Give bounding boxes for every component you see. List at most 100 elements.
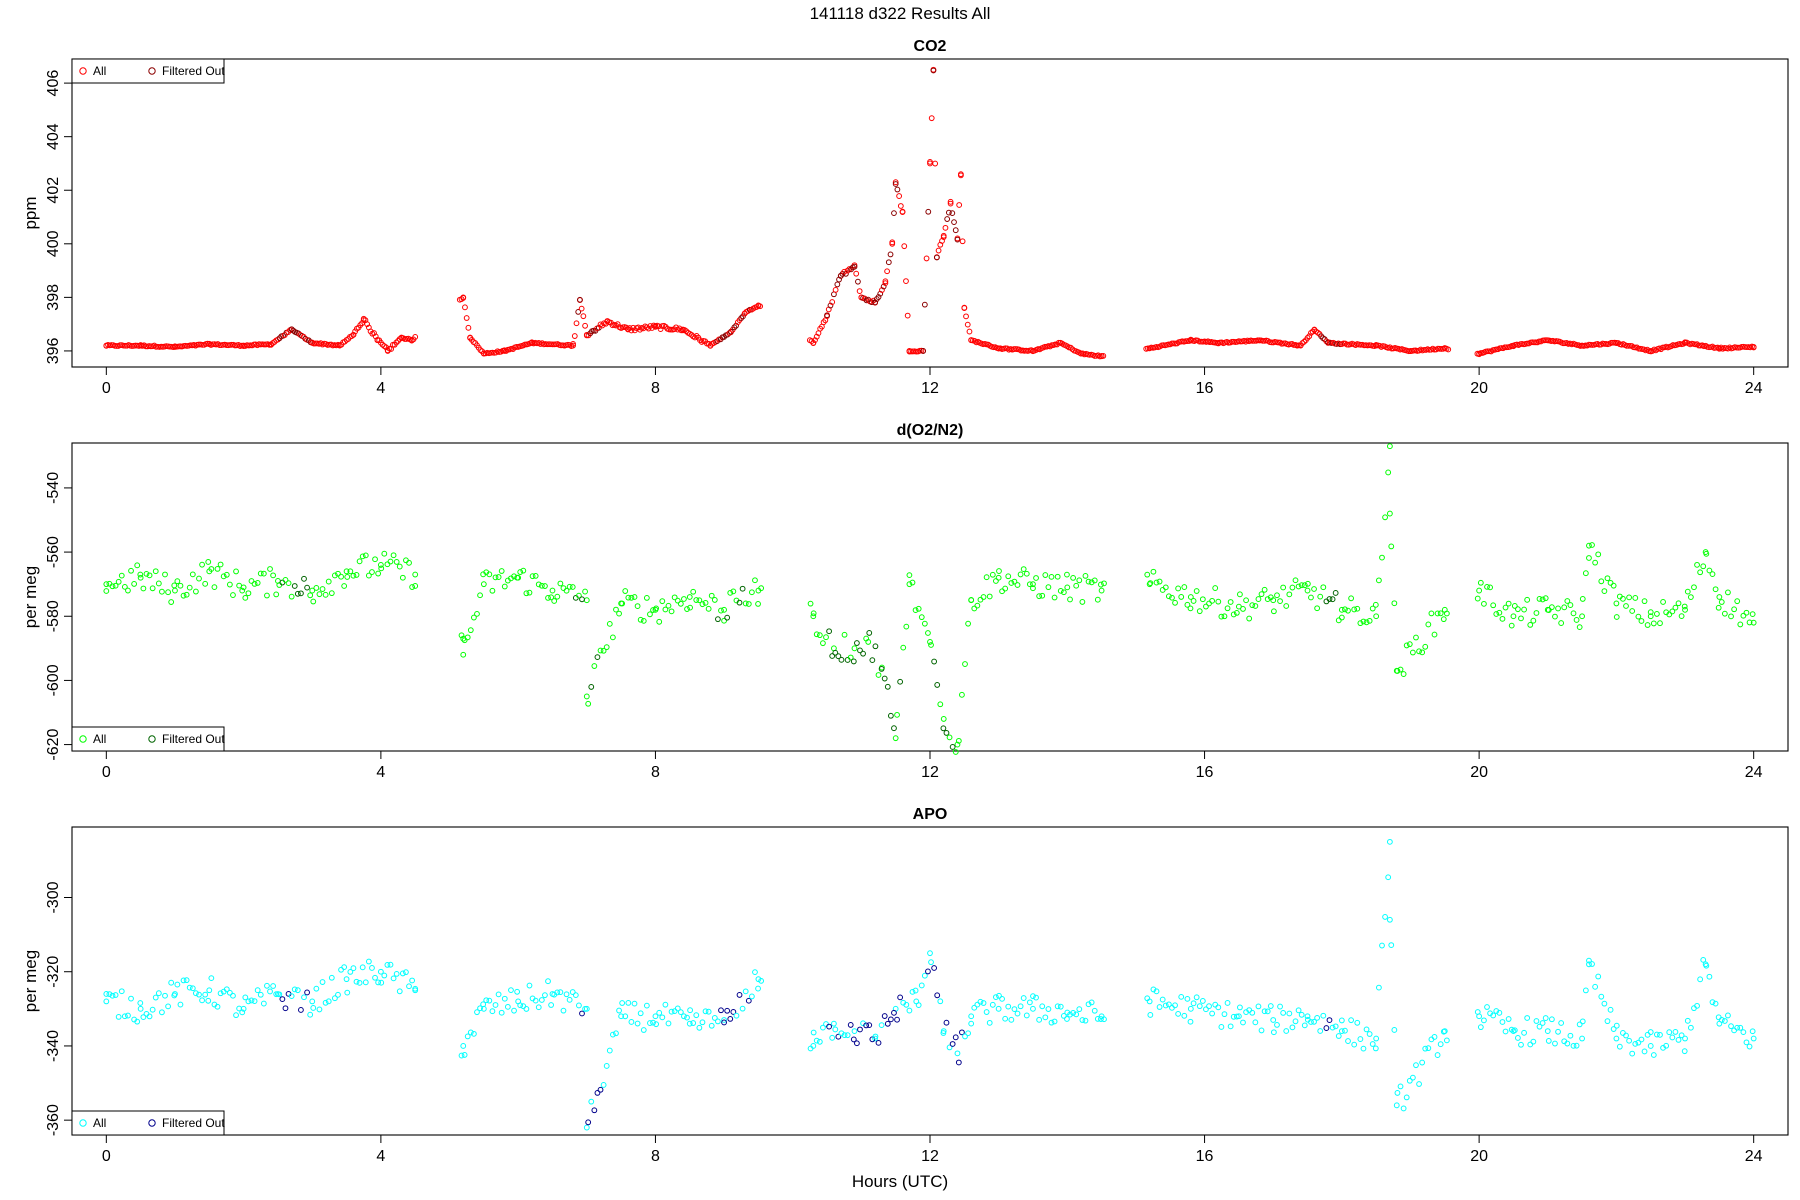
data-point — [572, 992, 579, 999]
data-point — [463, 315, 470, 321]
data-point — [885, 259, 892, 266]
data-point — [832, 649, 839, 656]
x-tick-label: 8 — [651, 1148, 660, 1165]
data-point — [931, 965, 938, 971]
data-point — [955, 737, 962, 744]
data-point — [1393, 1102, 1400, 1109]
data-point — [199, 997, 205, 1004]
data-point — [467, 1029, 474, 1036]
data-point — [1521, 606, 1527, 613]
data-point — [687, 604, 694, 611]
data-point — [1623, 603, 1629, 609]
data-point — [835, 1033, 842, 1040]
data-point — [350, 965, 357, 972]
x-tick-label: 20 — [1470, 380, 1488, 397]
data-point — [1070, 1010, 1077, 1016]
data-point — [1144, 571, 1151, 578]
data-point — [1233, 610, 1240, 616]
data-point — [316, 591, 323, 598]
data-point — [736, 599, 743, 606]
data-point — [891, 210, 897, 217]
data-point — [971, 1004, 978, 1011]
data-point — [1694, 561, 1700, 568]
data-point — [1653, 1031, 1660, 1038]
data-point — [1372, 1045, 1379, 1052]
data-point — [1416, 648, 1422, 655]
data-point — [1623, 1032, 1629, 1039]
data-point — [569, 989, 576, 995]
data-point — [1678, 1032, 1685, 1039]
data-point — [1607, 1006, 1614, 1013]
data-point — [1002, 1015, 1009, 1022]
data-point — [1311, 586, 1317, 592]
panel-3: APO per meg 0 4 8 12 16 20 24 -300 -320 -340 -360 All… — [21, 806, 1789, 1165]
data-point — [208, 566, 215, 572]
data-point — [1150, 568, 1157, 575]
data-point — [600, 1082, 607, 1088]
data-point — [177, 582, 184, 589]
data-point — [313, 585, 320, 591]
data-point — [288, 993, 295, 999]
x-tick-label: 12 — [921, 764, 939, 781]
data-point — [1499, 1019, 1506, 1025]
data-point — [1629, 1050, 1636, 1057]
data-point — [823, 634, 829, 641]
data-point — [322, 999, 329, 1006]
data-point — [378, 979, 385, 986]
data-point — [921, 620, 928, 627]
data-point — [230, 592, 236, 598]
data-point — [577, 296, 583, 303]
data-point — [162, 571, 168, 578]
data-point — [892, 181, 899, 187]
data-point — [1669, 1034, 1676, 1041]
data-point — [918, 614, 925, 621]
data-point — [816, 1038, 823, 1045]
data-point — [1484, 348, 1491, 355]
data-point — [881, 675, 888, 682]
data-point — [301, 994, 307, 1001]
data-point — [1193, 588, 1200, 594]
data-point — [1304, 580, 1311, 587]
data-point — [1385, 469, 1392, 476]
data-point — [1026, 999, 1033, 1006]
data-point — [652, 1013, 659, 1020]
data-point — [1728, 613, 1734, 620]
data-point — [1342, 606, 1348, 613]
data-point — [1100, 353, 1107, 359]
data-point — [1477, 350, 1484, 356]
data-point — [1620, 595, 1626, 602]
data-point — [1351, 606, 1358, 613]
data-point — [891, 725, 897, 732]
data-point — [1694, 1002, 1700, 1009]
y-tick-label: -540 — [45, 472, 62, 504]
data-point — [112, 582, 119, 589]
data-point — [1607, 579, 1614, 586]
data-point — [1275, 339, 1282, 346]
data-point — [662, 606, 669, 613]
data-point — [152, 994, 159, 1001]
data-point — [1428, 610, 1435, 617]
data-point — [579, 596, 585, 603]
data-point — [992, 994, 999, 1001]
data-point — [1055, 339, 1062, 346]
data-point — [1169, 1004, 1175, 1011]
data-point — [1548, 604, 1555, 611]
data-point — [961, 304, 968, 311]
panel-2: d(O2/N2) per meg 0 4 8 12 16 20 24 -540 -560 -580 -6… — [21, 422, 1789, 781]
panel-title: CO2 — [914, 38, 947, 55]
data-point — [1023, 1012, 1030, 1019]
data-point — [1445, 346, 1452, 353]
data-point — [947, 200, 954, 207]
data-point — [1067, 344, 1074, 351]
data-point — [304, 584, 310, 591]
data-point — [869, 1036, 876, 1043]
data-point — [570, 341, 576, 347]
data-point — [152, 568, 159, 575]
data-point — [995, 574, 1002, 581]
data-point — [1536, 595, 1543, 602]
data-point — [1190, 598, 1197, 604]
data-point — [1101, 1016, 1107, 1023]
data-point — [668, 608, 675, 615]
data-point — [1440, 616, 1447, 623]
data-point — [1014, 582, 1021, 588]
